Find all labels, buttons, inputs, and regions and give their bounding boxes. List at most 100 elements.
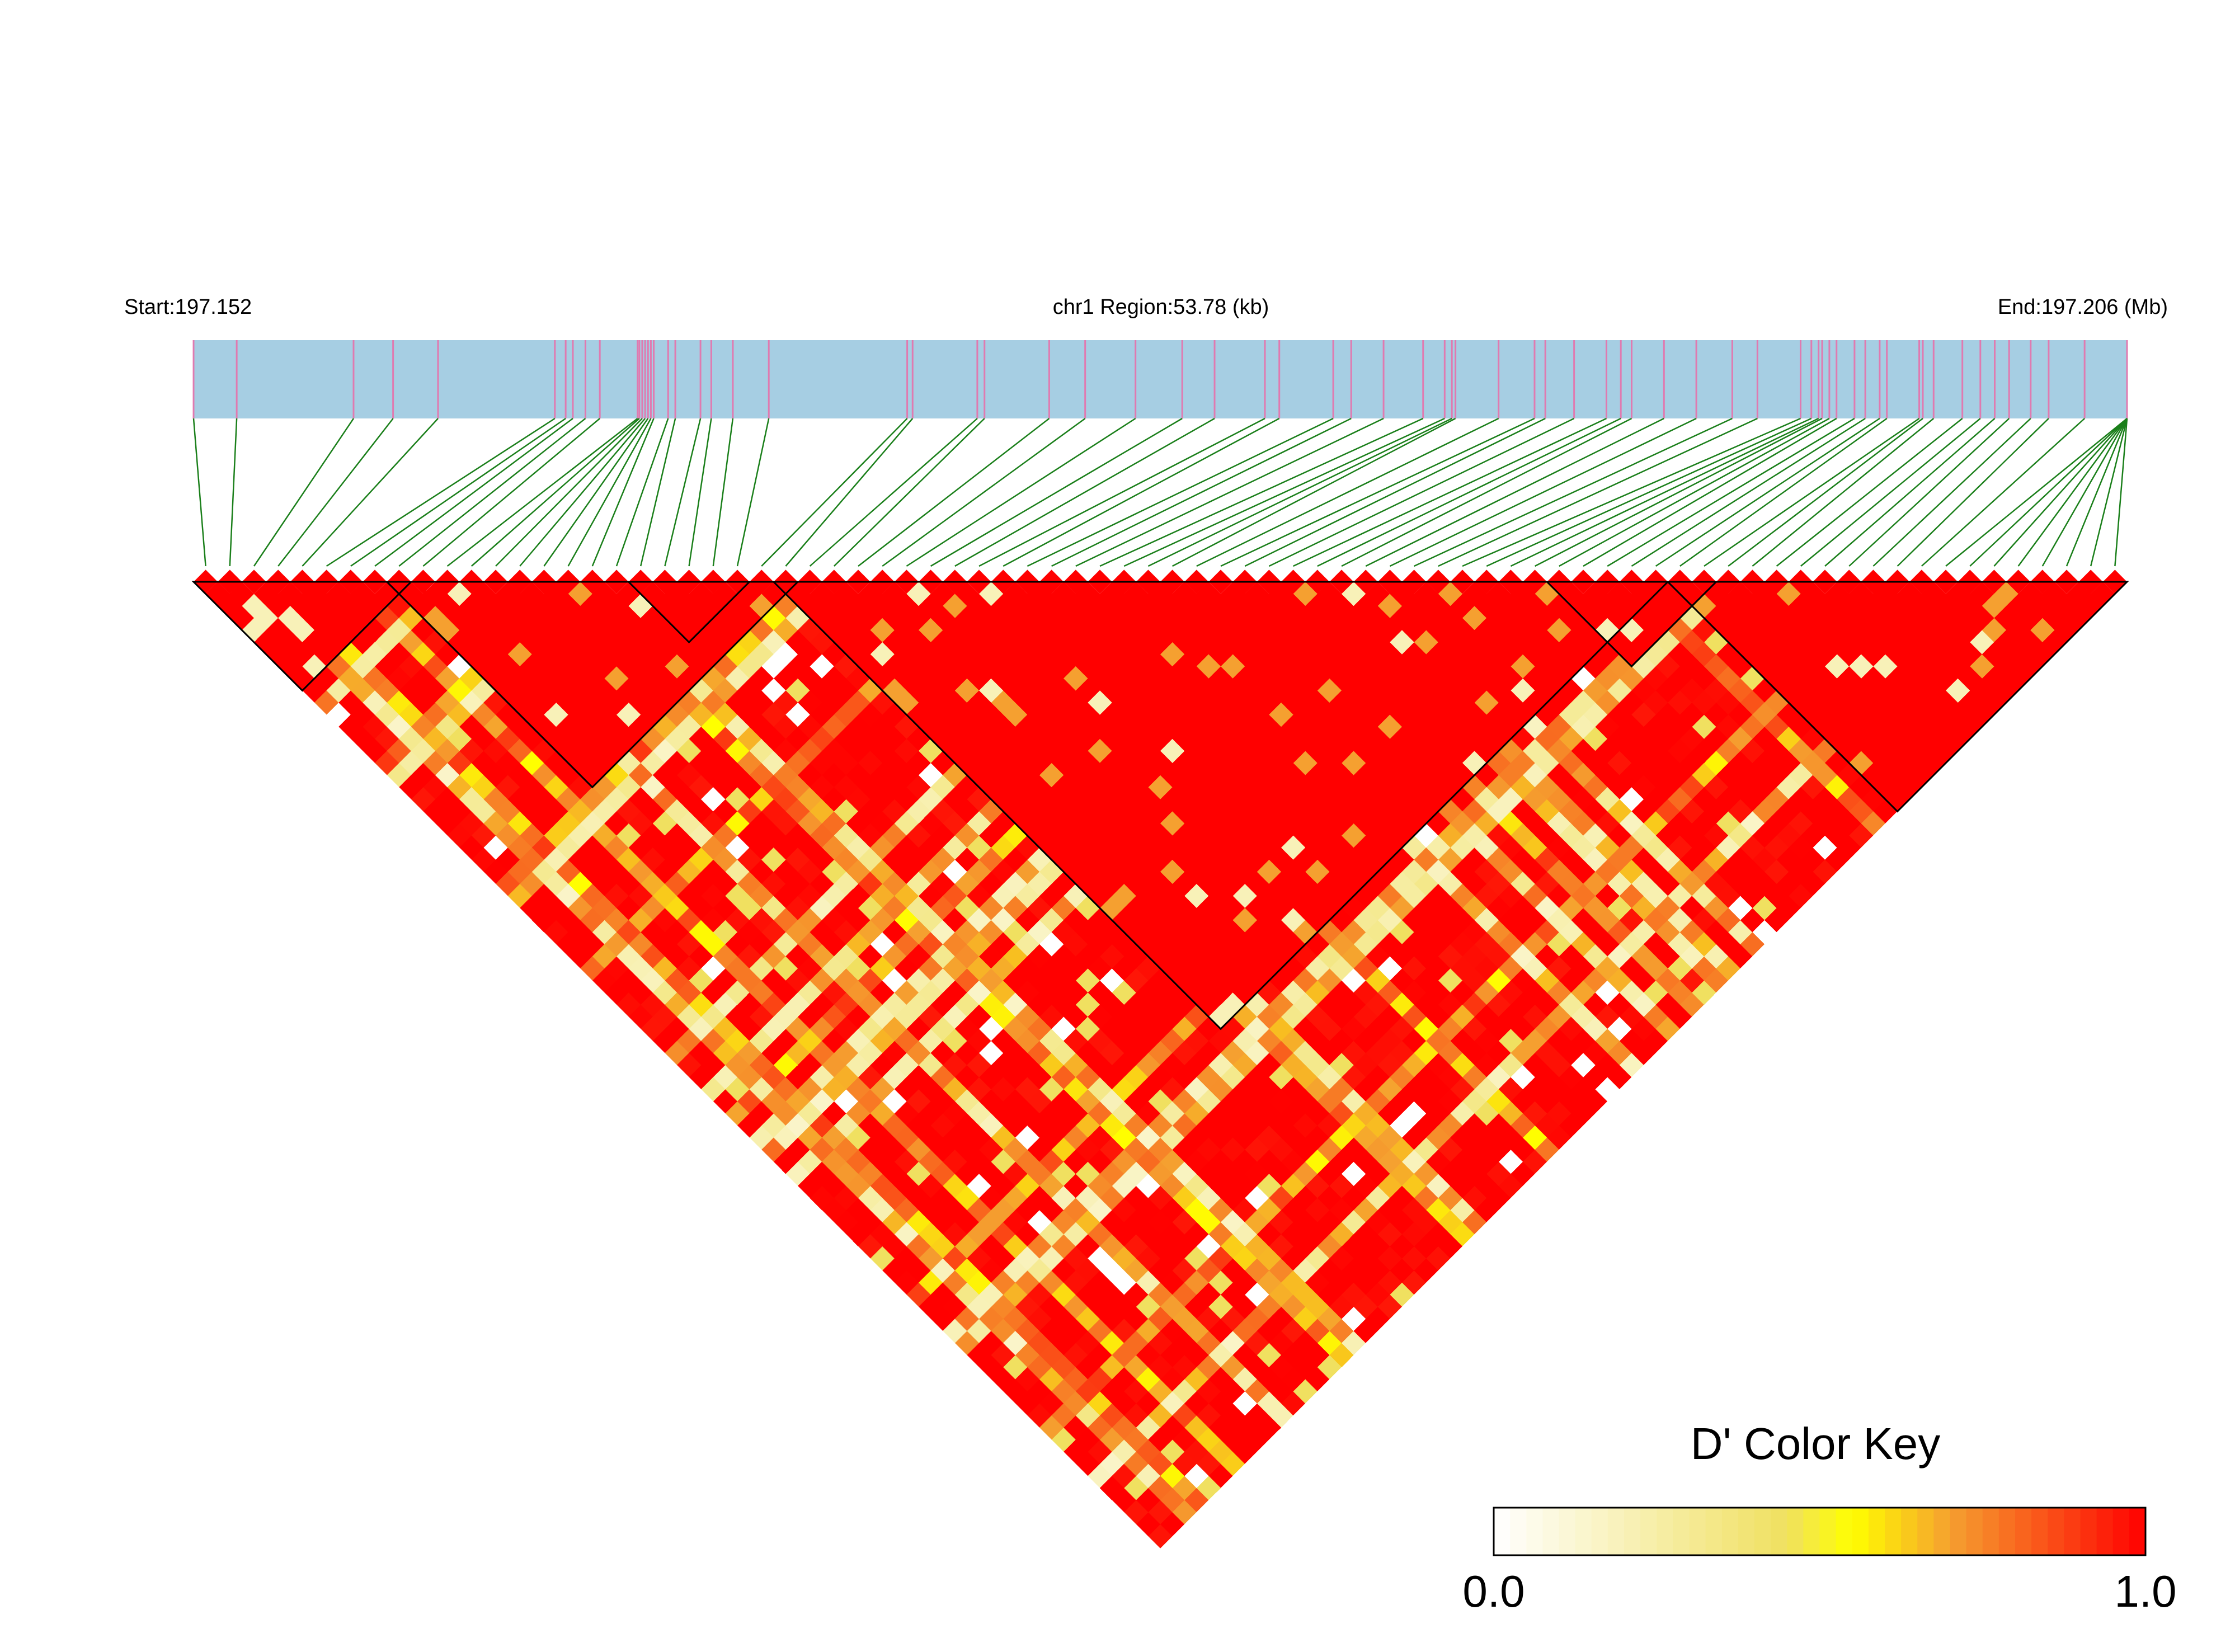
ld-cell-8-63 [1027,1234,1052,1259]
ld-cell-26-33 [882,654,907,679]
snp-connector-8 [374,417,573,567]
ld-cell-51-58 [1486,654,1511,679]
ld-cell-68-78 [1933,690,1958,715]
ld-cell-17-35 [798,787,822,812]
ld-cell-2-73 [1075,1428,1100,1452]
ld-cell-57-70 [1704,727,1729,751]
ld-cell-35-72 [1462,1016,1487,1041]
ld-cell-22-33 [834,703,858,727]
ld-cell-12-55 [979,1089,1004,1114]
ld-cell-38-56 [1305,787,1330,812]
ld-cell-28-80 [1474,1198,1499,1222]
ld-cell-36-75 [1511,1041,1535,1065]
ld-cell-66-73 [1849,654,1874,679]
ld-cell-45-72 [1583,896,1608,920]
ld-cell-8-79 [1221,1428,1245,1452]
ld-cell-19-50 [1003,944,1028,969]
ld-cell-9-58 [979,1161,1004,1186]
ld-cell-53-80 [1776,896,1801,920]
ld-cell-35-52 [1221,775,1245,799]
ld-cell-55-76 [1752,823,1777,848]
ld-cell-38-66 [1426,908,1451,933]
ld-cell-46-58 [1426,714,1451,739]
ld-cell-47-51 [1353,618,1378,642]
ld-cell-34-68 [1402,980,1427,1005]
ld-cell-9-73 [1160,1343,1185,1367]
ld-cell-16-49 [954,968,979,993]
ld-cell-2-65 [979,1331,1004,1356]
ld-cell-29-69 [1353,1053,1378,1077]
snp-connector-75 [1993,418,2128,567]
ld-cell-6-28 [580,835,605,860]
ld-cell-56-67 [1655,703,1680,727]
ld-cell-37-42 [1124,630,1149,655]
ld-cell-2-28 [531,884,556,909]
ld-cell-9-14 [447,630,472,655]
ld-cell-63-68 [1752,630,1777,655]
ld-cell-12-16 [507,618,532,642]
ld-cell-62-72 [1789,690,1813,715]
ld-cell-20-59 [1124,1041,1149,1065]
color-key-step-31 [1982,1508,1999,1555]
ld-cell-2-69 [1027,1379,1052,1404]
ld-cell-52-70 [1644,787,1668,812]
ld-cell-64-68 [1765,618,1789,642]
snp-connector-79 [2090,418,2128,567]
ld-cell-28-42 [1015,738,1039,763]
ld-cell-6-54 [894,1150,919,1174]
ld-cell-52-67 [1607,751,1632,775]
ld-cell-42-51 [1293,678,1318,703]
ld-cell-20-29 [761,678,786,703]
ld-cell-22-51 [1051,920,1076,944]
ld-cell-65-67 [1765,594,1789,618]
ld-cell-23-33 [846,690,871,715]
ld-cell-43-78 [1631,992,1656,1017]
ld-cell-3-52 [834,1161,858,1186]
snp-connector-21 [688,418,712,567]
ld-cell-70-76 [1933,642,1958,667]
ld-cell-10-42 [798,956,822,981]
ld-cell-2-25 [496,848,520,872]
ld-cell-35-51 [1208,763,1233,788]
ld-cell-13-49 [919,1005,943,1029]
ld-cell-20-27 [737,654,762,679]
ld-cell-37-58 [1317,823,1342,848]
ld-cell-35-45 [1136,690,1160,715]
ld-cell-15-57 [1039,1077,1064,1102]
ld-cell-15-77 [1281,1319,1306,1343]
snp-connector-6 [326,417,556,567]
ld-cell-46-56 [1402,690,1427,715]
ld-cell-48-76 [1668,908,1692,933]
ld-cell-75-79 [2030,618,2055,642]
snp-track-background [194,340,2127,418]
ld-cell-38-78 [1571,1053,1596,1077]
ld-cell-70-77 [1946,654,1970,679]
ld-cell-17-40 [858,848,883,872]
ld-cell-49-64 [1535,751,1559,775]
ld-cell-40-65 [1438,872,1462,896]
ld-cell-33-67 [1377,980,1402,1005]
ld-cell-1-60 [906,1282,931,1307]
ld-cell-2-67 [1003,1355,1028,1380]
ld-cell-54-78 [1765,859,1789,884]
ld-cell-2-7 [278,630,303,655]
ld-cell-7-63 [1015,1246,1039,1271]
ld-cell-39-45 [1184,642,1209,667]
ld-cell-7-46 [810,1041,834,1065]
ld-cell-42-72 [1547,932,1571,957]
ld-cell-50-75 [1679,872,1704,896]
ld-cell-33-41 [1064,666,1088,691]
ld-cell-22-58 [1136,1005,1160,1029]
ld-cell-21-61 [1160,1053,1185,1077]
ld-cell-22-60 [1160,1029,1185,1053]
ld-cell-19-30 [761,703,786,727]
ld-cell-7-36 [689,920,713,944]
ld-cell-23-76 [1366,1210,1390,1235]
ld-cell-13-57 [1015,1101,1039,1126]
ld-cell-5-17 [435,714,460,739]
ld-cell-9-68 [1100,1282,1124,1307]
ld-cell-37-53 [1257,763,1281,788]
ld-cell-70-72 [1885,594,1910,618]
ld-cell-38-72 [1498,980,1523,1005]
ld-cell-36-67 [1414,944,1438,969]
